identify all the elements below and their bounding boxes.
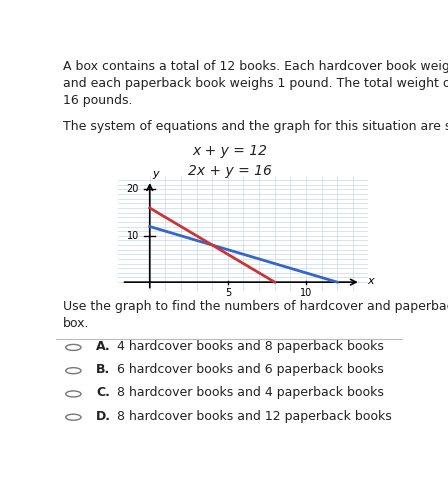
- Text: 8 hardcover books and 12 paperback books: 8 hardcover books and 12 paperback books: [117, 410, 392, 423]
- Text: 6 hardcover books and 6 paperback books: 6 hardcover books and 6 paperback books: [117, 363, 383, 376]
- Text: A.: A.: [96, 340, 111, 353]
- Text: Use the graph to find the numbers of hardcover and paperback books in the
box.: Use the graph to find the numbers of har…: [63, 300, 448, 330]
- Text: 8 hardcover books and 4 paperback books: 8 hardcover books and 4 paperback books: [117, 386, 383, 400]
- Text: B.: B.: [96, 363, 110, 376]
- Text: C.: C.: [96, 386, 110, 400]
- Text: The system of equations and the graph for this situation are shown.: The system of equations and the graph fo…: [63, 120, 448, 133]
- Text: 4 hardcover books and 8 paperback books: 4 hardcover books and 8 paperback books: [117, 340, 383, 353]
- Text: D.: D.: [96, 410, 111, 423]
- Text: x + y = 12
2x + y = 16: x + y = 12 2x + y = 16: [188, 144, 271, 178]
- Text: A box contains a total of 12 books. Each hardcover book weighs 2 pounds,
and eac: A box contains a total of 12 books. Each…: [63, 60, 448, 107]
